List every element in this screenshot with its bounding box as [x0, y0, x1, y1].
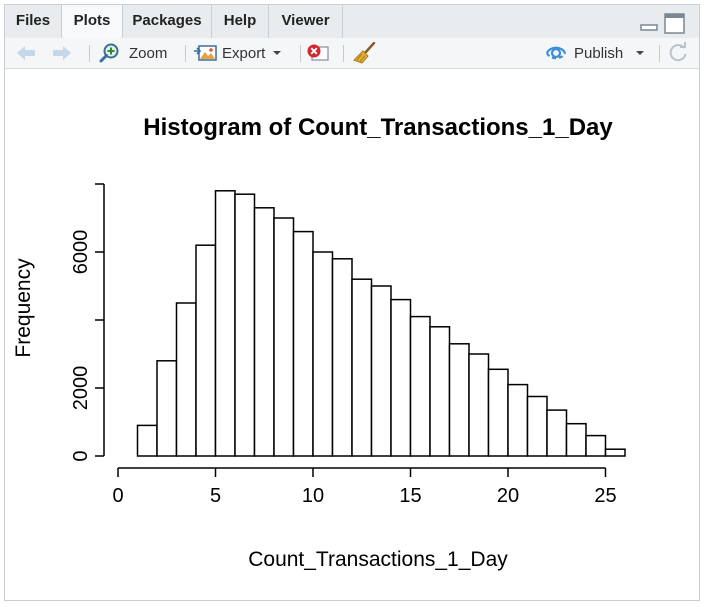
- broom-icon: [353, 42, 376, 64]
- toolbar-divider: [89, 45, 90, 62]
- arrow-right-icon: [53, 46, 71, 60]
- plot-toolbar: Zoom Export: [5, 38, 699, 69]
- histogram-bar: [526, 395, 548, 457]
- x-tick-label: 5: [210, 485, 221, 507]
- chevron-down-icon: [273, 51, 282, 55]
- x-axis-label: Count_Transactions_1_Day: [248, 548, 508, 571]
- tab-packages[interactable]: Packages: [123, 5, 212, 38]
- tab-plots[interactable]: Plots: [62, 5, 123, 39]
- plots-pane: Files Plots Packages Help Viewer: [4, 4, 700, 601]
- histogram-bar: [448, 343, 470, 457]
- forward-button[interactable]: [51, 38, 77, 68]
- remove-plot-icon: [307, 44, 329, 61]
- chevron-down-icon: [636, 51, 645, 55]
- toolbar-divider: [185, 45, 186, 62]
- histogram-bar: [468, 353, 490, 457]
- histogram-bar: [136, 424, 158, 457]
- histogram-bar: [214, 190, 236, 457]
- histogram-bar: [234, 193, 256, 457]
- export-button[interactable]: Export: [194, 38, 282, 68]
- zoom-button[interactable]: Zoom: [99, 38, 167, 68]
- histogram-bar: [312, 251, 334, 457]
- histogram-bar: [370, 285, 392, 457]
- histogram-bar: [604, 448, 626, 457]
- toolbar-divider: [300, 45, 301, 62]
- export-label: Export: [222, 44, 266, 62]
- plot-area: Histogram of Count_Transactions_1_Day Co…: [5, 69, 699, 600]
- toolbar-divider: [659, 45, 660, 62]
- magnifier-plus-icon: [99, 43, 119, 63]
- histogram-bar: [585, 434, 607, 457]
- histogram-bar: [292, 230, 314, 457]
- histogram-bars: [136, 190, 626, 457]
- publish-label: Publish: [574, 44, 624, 62]
- histogram-bar: [253, 207, 275, 457]
- histogram-bar: [546, 409, 568, 457]
- histogram-chart: Histogram of Count_Transactions_1_Day Co…: [12, 114, 626, 571]
- refresh-button[interactable]: [667, 38, 689, 68]
- x-tick-label: 15: [399, 485, 421, 507]
- chart-title: Histogram of Count_Transactions_1_Day: [143, 114, 613, 141]
- x-tick-label: 25: [594, 485, 616, 507]
- back-button[interactable]: [15, 38, 41, 68]
- minimize-icon[interactable]: [639, 14, 659, 34]
- histogram-bar: [273, 217, 295, 457]
- y-tick-label: 6000: [70, 230, 92, 275]
- toolbar-divider: [343, 45, 344, 62]
- x-tick-label: 10: [302, 485, 324, 507]
- remove-plot-button[interactable]: [306, 38, 330, 68]
- publish-icon: [545, 46, 567, 60]
- histogram-bar: [195, 244, 217, 457]
- tab-bar: Files Plots Packages Help Viewer: [5, 5, 699, 39]
- clear-plots-button[interactable]: [353, 38, 377, 68]
- histogram-bar: [351, 278, 373, 457]
- histogram-bar: [390, 298, 412, 457]
- x-axis: 0 5 10 15 20 25: [112, 467, 617, 507]
- histogram-bar: [487, 368, 509, 457]
- x-tick-label: 0: [112, 485, 123, 507]
- zoom-label: Zoom: [129, 44, 168, 62]
- x-tick-label: 20: [497, 485, 519, 507]
- y-tick-label: 0: [70, 450, 92, 461]
- refresh-icon: [669, 42, 687, 62]
- histogram-bar: [507, 383, 529, 457]
- histogram-bar: [565, 422, 587, 457]
- y-axis: 0 2000 6000: [70, 183, 105, 462]
- y-axis-label: Frequency: [12, 258, 35, 358]
- histogram-bar: [429, 326, 451, 457]
- tab-viewer[interactable]: Viewer: [269, 5, 343, 38]
- histogram-bar: [156, 360, 178, 457]
- tab-files[interactable]: Files: [5, 5, 62, 38]
- tab-help[interactable]: Help: [212, 5, 269, 38]
- image-export-icon: [194, 45, 217, 61]
- publish-button[interactable]: Publish: [545, 38, 645, 68]
- histogram-bar: [409, 315, 431, 457]
- y-tick-label: 2000: [70, 366, 92, 411]
- histogram-bar: [175, 302, 197, 457]
- histogram-bar: [331, 258, 353, 457]
- arrow-left-icon: [17, 46, 35, 60]
- maximize-icon[interactable]: [663, 12, 687, 36]
